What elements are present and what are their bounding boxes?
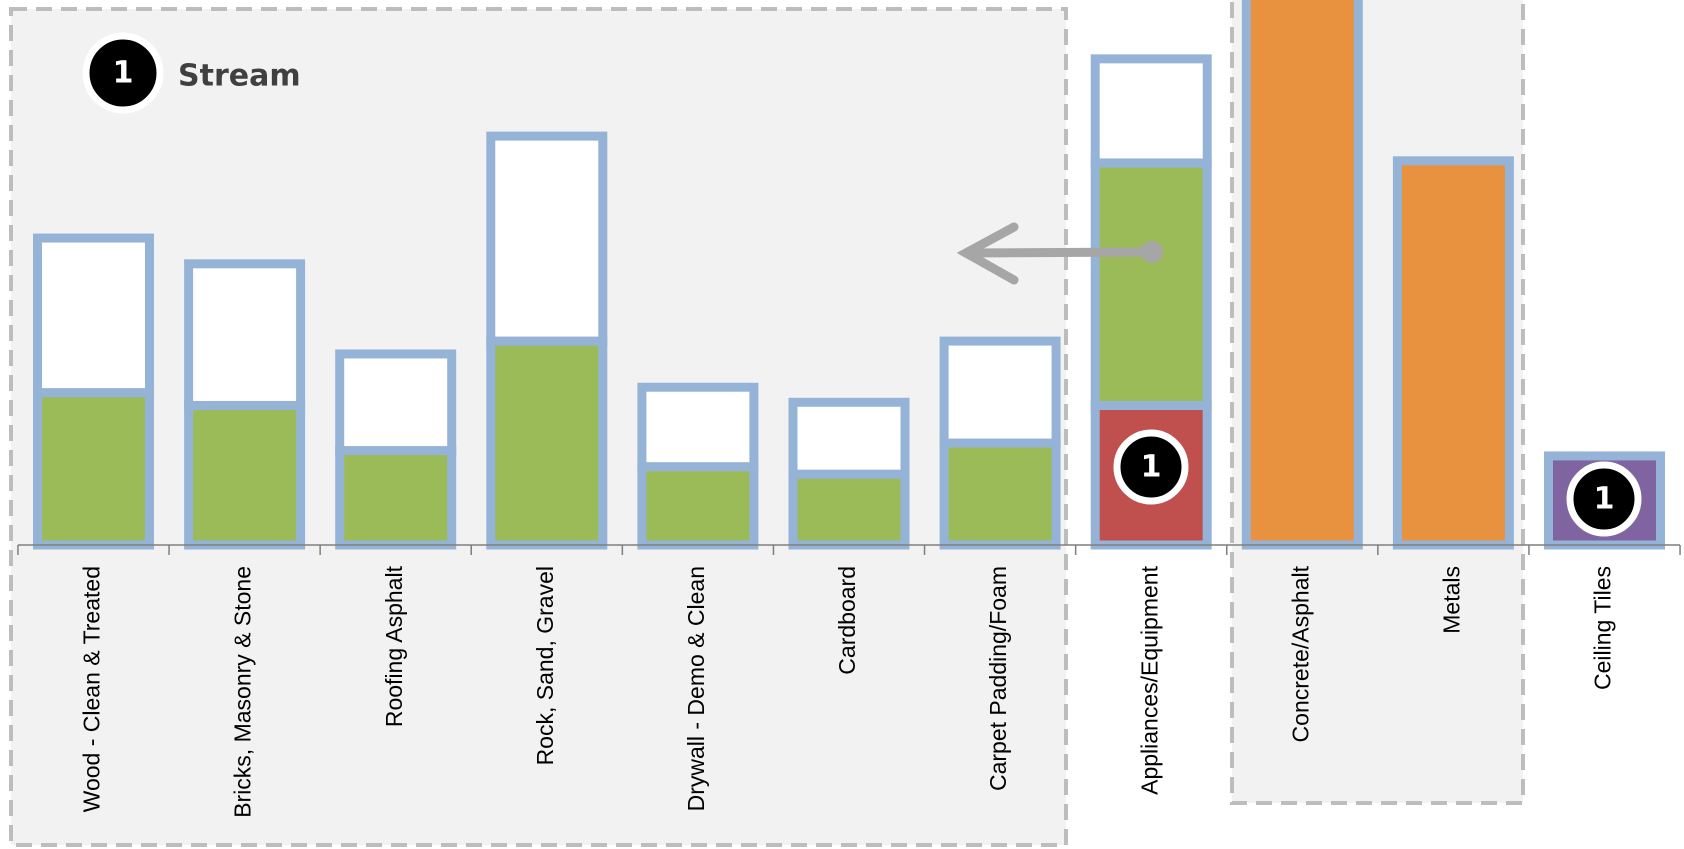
bar-segment: [1090, 54, 1212, 168]
x-tick-label: Appliances/Equipment: [1136, 565, 1162, 794]
bar-segment: [788, 397, 910, 479]
badge-label: 1: [113, 56, 134, 91]
x-tick-label: Metals: [1438, 566, 1464, 634]
arrow: [956, 222, 1163, 285]
x-tick-label: Carpet Padding/Foam: [985, 566, 1011, 791]
badge-circle: [1113, 429, 1189, 505]
bar-segment: [335, 349, 457, 456]
bar-segment: [1241, 0, 1363, 550]
bar-segment: [788, 469, 910, 550]
x-tick-label: Bricks, Masonry & Stone: [230, 566, 256, 818]
bar-segment: [939, 438, 1061, 550]
x-tick-label: Roofing Asphalt: [381, 565, 407, 727]
bar-segment: [1392, 156, 1514, 550]
bar-segment: [486, 131, 608, 346]
bar-segment: [1090, 158, 1212, 410]
x-tick-label: Ceiling Tiles: [1590, 566, 1616, 690]
bar-segment: [637, 462, 759, 550]
badge-label: 1: [1594, 482, 1615, 517]
stream-badge: 1: [82, 32, 164, 114]
arrow-head: [956, 222, 1019, 285]
x-tick-label: Drywall - Demo & Clean: [683, 566, 709, 811]
badge-circle: [82, 32, 164, 114]
bar-segment: [33, 388, 154, 550]
bar-segment: [184, 259, 306, 410]
x-tick-label: Rock, Sand, Gravel: [532, 566, 558, 765]
x-tick-label: Wood - Clean & Treated: [79, 566, 105, 812]
bar-segment: [335, 446, 457, 550]
bar-segment: [637, 382, 759, 472]
bar-segment: [33, 233, 154, 398]
arrow-dot: [1141, 241, 1163, 263]
stream-label: Stream: [178, 59, 301, 94]
ceiling-badge: 1: [1566, 461, 1642, 537]
x-tick-label: Concrete/Asphalt: [1287, 565, 1313, 742]
bar-segment: [486, 336, 608, 550]
appliances-badge: 1: [1113, 429, 1189, 505]
x-tick-label: Cardboard: [834, 566, 860, 675]
bar-segment: [184, 400, 306, 550]
badge-circle: [1566, 461, 1642, 537]
bar-segment: [939, 336, 1061, 448]
badge-label: 1: [1141, 450, 1162, 485]
arrow-shaft: [961, 247, 1157, 258]
